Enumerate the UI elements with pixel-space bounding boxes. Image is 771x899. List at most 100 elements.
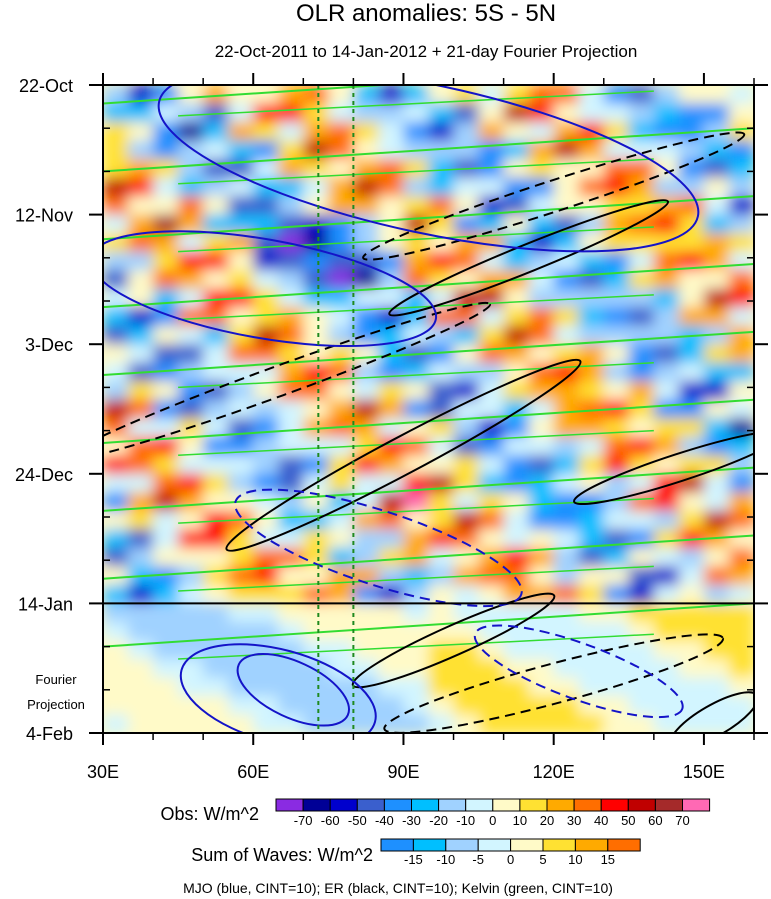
anomaly-cell: [603, 140, 630, 160]
anomaly-cell: [553, 85, 580, 105]
anomaly-cell: [603, 214, 630, 234]
anomaly-cell: [428, 547, 455, 567]
anomaly-cell: [728, 547, 754, 567]
anomaly-cell: [153, 270, 179, 290]
anomaly-cell: [203, 566, 229, 586]
anomaly-cell: [403, 177, 430, 197]
anomaly-cell: [378, 103, 405, 123]
anomaly-cell: [628, 270, 655, 290]
anomaly-cell: [553, 399, 580, 419]
anomaly-cell: [403, 233, 430, 253]
anomaly-cell: [503, 436, 530, 456]
anomaly-cell: [278, 140, 304, 160]
anomaly-cell: [728, 584, 754, 604]
anomaly-cell: [128, 122, 154, 142]
anomaly-cell: [153, 325, 179, 345]
anomaly-cell: [578, 362, 605, 382]
anomaly-cell: [603, 381, 630, 401]
anomaly-cell: [453, 529, 480, 549]
anomaly-cell: [353, 233, 380, 253]
x-axis: 30E 60E 90E 120E 150E: [87, 73, 755, 782]
anomaly-cell: [678, 103, 705, 123]
anomaly-cell: [528, 510, 555, 530]
anomaly-cell: [203, 307, 229, 327]
anomaly-cell: [103, 714, 129, 733]
anomaly-cell: [253, 399, 279, 419]
anomaly-cell: [603, 436, 630, 456]
anomaly-cell: [103, 584, 129, 604]
anomaly-cell: [453, 103, 480, 123]
anomaly-cell: [153, 214, 179, 234]
anomaly-cell: [703, 603, 730, 623]
anomaly-cell: [228, 122, 254, 142]
anomaly-cell: [678, 140, 705, 160]
anomaly-cell: [503, 122, 530, 142]
anomaly-cell: [278, 233, 304, 253]
kelvin-contour: [178, 294, 654, 321]
anomaly-cell: [528, 140, 555, 160]
anomaly-cell: [628, 640, 655, 660]
anomaly-cell: [103, 566, 129, 586]
anomaly-cell: [628, 547, 655, 567]
anomaly-cell: [703, 362, 730, 382]
anomaly-cell: [603, 584, 630, 604]
anomaly-cell: [503, 510, 530, 530]
anomaly-cell: [103, 85, 129, 105]
anomaly-cell: [128, 103, 154, 123]
anomaly-cell: [403, 288, 430, 308]
anomaly-cell: [403, 251, 430, 271]
anomaly-cell: [378, 159, 405, 179]
anomaly-cell: [228, 695, 254, 716]
anomaly-cell: [378, 270, 405, 290]
anomaly-cell: [128, 714, 154, 733]
anomaly-cell: [603, 418, 630, 438]
anomaly-cell: [303, 529, 329, 549]
anomaly-cell: [353, 270, 380, 290]
anomaly-cell: [628, 529, 655, 549]
anomaly-cell: [253, 566, 279, 586]
anomaly-cell: [678, 621, 705, 642]
anomaly-cell: [203, 140, 229, 160]
anomaly-cell: [353, 399, 380, 419]
anomaly-cell: [228, 177, 254, 197]
anomaly-cell: [428, 436, 455, 456]
anomaly-cell: [378, 196, 405, 216]
anomaly-cell: [728, 196, 754, 216]
anomaly-cell: [628, 344, 655, 364]
anomaly-cell: [428, 251, 455, 271]
anomaly-cell: [303, 603, 329, 623]
x-tick-label: 120E: [533, 762, 575, 782]
anomaly-cell: [578, 640, 605, 660]
anomaly-cell: [128, 288, 154, 308]
anomaly-cell: [278, 473, 304, 493]
mjo-contour: [234, 488, 523, 608]
anomaly-cell: [378, 399, 405, 419]
anomaly-cell: [178, 621, 204, 642]
obs-colorbar-title: Obs: W/m^2: [161, 804, 259, 824]
anomaly-cell: [553, 214, 580, 234]
anomaly-cell: [553, 566, 580, 586]
anomaly-cell: [103, 603, 129, 623]
anomaly-cell: [653, 159, 680, 179]
anomaly-cell: [328, 122, 354, 142]
colorbar-label: 0: [507, 852, 514, 867]
anomaly-cell: [678, 695, 705, 716]
anomaly-cell: [328, 714, 354, 733]
anomaly-cell: [528, 270, 555, 290]
anomaly-cell: [653, 362, 680, 382]
anomaly-cell: [553, 658, 580, 679]
anomaly-cell: [303, 566, 329, 586]
anomaly-cell: [728, 362, 754, 382]
anomaly-cell: [228, 196, 254, 216]
anomaly-cell: [653, 85, 680, 105]
anomaly-cell: [553, 603, 580, 623]
anomaly-cell: [553, 677, 580, 697]
anomaly-cell: [428, 492, 455, 512]
anomaly-cell: [353, 381, 380, 401]
anomaly-cell: [253, 436, 279, 456]
anomaly-cell: [628, 196, 655, 216]
anomaly-cell: [503, 288, 530, 308]
anomaly-cell: [453, 177, 480, 197]
anomaly-cell: [503, 492, 530, 512]
anomaly-cell: [178, 251, 204, 271]
